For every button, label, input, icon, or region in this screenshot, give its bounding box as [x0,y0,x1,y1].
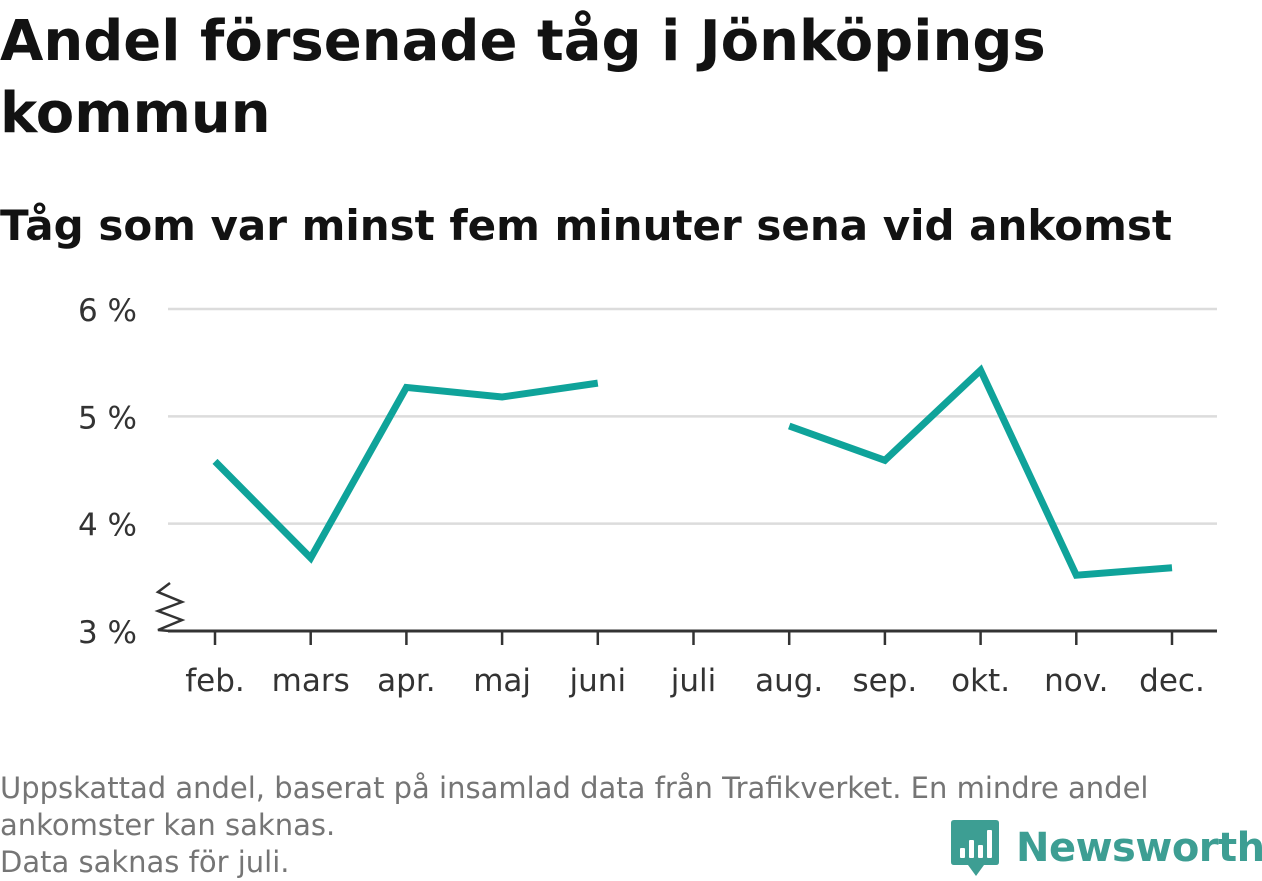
newsworthy-logo-text: Newsworthy [1016,825,1262,871]
y-tick-label: 3 % [78,615,137,651]
footnote: Uppskattad andel, baserat på insamlad da… [0,770,1250,881]
footnote-missing-data: Data saknas för juli. [0,845,290,879]
newsworthy-chart-icon [951,820,999,876]
series-line-segment [212,379,599,564]
x-tick-label: juli [670,663,717,699]
x-tick-label: okt. [951,663,1010,699]
y-tick-label: 6 % [78,293,137,329]
series-lines [212,364,1173,579]
x-tick-label: dec. [1139,663,1205,699]
grid-lines [168,307,1217,525]
x-tick-label: sep. [853,663,918,699]
x-tick-label: apr. [377,663,435,699]
x-tick-label: feb. [185,663,245,699]
chart-title: Andel försenade tåg i Jönköpings kommun [0,9,1046,146]
newsworthy-logo: Newsworthy [950,818,1262,878]
footnote-source: Uppskattad andel, baserat på insamlad da… [0,771,1149,842]
series-line-segment [788,364,1173,579]
axes [154,582,1217,645]
tick-labels: 3 % 4 % 5 % 6 % feb. mars apr. maj juni juli aug. s… [78,293,1205,699]
chart-subtitle: Tåg som var minst fem minuter sena vid a… [0,201,1172,250]
x-tick-label: aug. [755,663,823,699]
x-tick-label: mars [272,663,350,699]
y-tick-label: 4 % [78,508,137,544]
x-tick-label: juni [569,663,627,699]
x-tick-label: nov. [1044,663,1108,699]
x-tick-label: maj [473,663,531,699]
axis-break-mark [154,582,186,633]
y-tick-label: 5 % [78,400,137,436]
